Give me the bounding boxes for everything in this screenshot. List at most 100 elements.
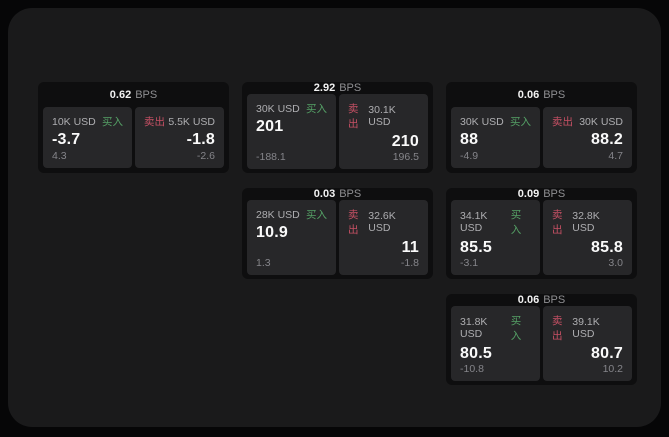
buy-sub-value: -4.9 bbox=[460, 150, 479, 162]
card-body: 10K USD 买入 -3.7 4.3 卖出 5.5K USD -1.8 -2.… bbox=[38, 107, 229, 173]
buy-price: -3.7 bbox=[52, 131, 81, 148]
buy-tile-top-row: 28K USD 买入 bbox=[256, 207, 327, 222]
sell-label: 卖出 bbox=[552, 116, 573, 128]
bps-unit: BPS bbox=[339, 82, 362, 94]
buy-label: 买入 bbox=[306, 209, 327, 221]
sell-tile-top-row: 卖出 30.1K USD bbox=[348, 101, 419, 131]
buy-amount: 28K USD bbox=[256, 208, 300, 221]
sell-price: 80.7 bbox=[591, 345, 623, 362]
bps-unit: BPS bbox=[543, 188, 566, 200]
quote-card-1: 0.62 BPS 10K USD 买入 -3.7 4.3 卖出 5.5K USD bbox=[38, 82, 229, 173]
sell-label: 卖出 bbox=[552, 209, 563, 236]
sell-sub-value: 3.0 bbox=[608, 257, 623, 269]
card-body: 34.1K USD 买入 85.5 -3.1 卖出 32.8K USD 85.8… bbox=[446, 200, 637, 280]
sell-label: 卖出 bbox=[348, 103, 359, 130]
buy-label: 买入 bbox=[510, 315, 522, 342]
buy-amount: 30K USD bbox=[256, 102, 300, 115]
buy-price: 10.9 bbox=[256, 224, 288, 241]
buy-amount: 10K USD bbox=[52, 115, 96, 128]
sell-amount: 32.8K USD bbox=[572, 210, 600, 234]
buy-tile[interactable]: 10K USD 买入 -3.7 4.3 bbox=[43, 107, 132, 168]
quote-card-4: 0.03 BPS 28K USD 买入 10.9 1.3 卖出 32.6K US… bbox=[242, 188, 433, 279]
sell-price: 210 bbox=[391, 133, 419, 150]
bps-value: 0.06 bbox=[517, 88, 540, 101]
buy-label: 买入 bbox=[306, 103, 327, 115]
sell-sub-value: -2.6 bbox=[196, 150, 215, 162]
sell-amount: 39.1K USD bbox=[572, 316, 600, 340]
quote-card-5: 0.09 BPS 34.1K USD 买入 85.5 -3.1 卖出 32.8K… bbox=[446, 188, 637, 279]
buy-sub-value: -10.8 bbox=[460, 363, 484, 375]
bps-value: 0.62 bbox=[109, 88, 132, 101]
sell-sub-value: 4.7 bbox=[608, 150, 623, 162]
app-panel: 0.62 BPS 10K USD 买入 -3.7 4.3 卖出 5.5K USD bbox=[8, 8, 661, 427]
buy-price: 80.5 bbox=[460, 345, 492, 362]
buy-label: 买入 bbox=[510, 116, 531, 128]
sell-tile-top-row: 卖出 5.5K USD bbox=[144, 114, 215, 129]
buy-amount: 34.1K USD bbox=[460, 210, 488, 234]
sell-label: 卖出 bbox=[348, 209, 359, 236]
quote-card-3: 0.06 BPS 30K USD 买入 88 -4.9 卖出 30K USD bbox=[446, 82, 637, 173]
buy-sub-value: 1.3 bbox=[256, 257, 271, 269]
sell-tile-top-row: 卖出 32.8K USD bbox=[552, 207, 623, 237]
sell-amount: 30K USD bbox=[579, 115, 623, 128]
buy-price: 88 bbox=[460, 131, 479, 148]
bps-value: 0.03 bbox=[313, 188, 336, 200]
sell-sub-value: 196.5 bbox=[392, 151, 419, 163]
bps-unit: BPS bbox=[543, 294, 566, 306]
sell-tile-top-row: 卖出 32.6K USD bbox=[348, 207, 419, 237]
buy-tile[interactable]: 30K USD 买入 201 -188.1 bbox=[247, 94, 336, 169]
bps-value: 0.06 bbox=[517, 294, 540, 306]
sell-sub-value: -1.8 bbox=[400, 257, 419, 269]
sell-amount: 30.1K USD bbox=[368, 104, 396, 128]
sell-tile[interactable]: 卖出 32.6K USD 11 -1.8 bbox=[339, 200, 428, 275]
bps-unit: BPS bbox=[339, 188, 362, 200]
sell-tile[interactable]: 卖出 30K USD 88.2 4.7 bbox=[543, 107, 632, 168]
sell-tile[interactable]: 卖出 32.8K USD 85.8 3.0 bbox=[543, 200, 632, 275]
buy-tile[interactable]: 30K USD 买入 88 -4.9 bbox=[451, 107, 540, 168]
sell-tile-top-row: 卖出 39.1K USD bbox=[552, 313, 623, 343]
bps-header: 2.92 BPS bbox=[242, 82, 433, 94]
buy-tile-top-row: 30K USD 买入 bbox=[256, 101, 327, 116]
card-body: 28K USD 买入 10.9 1.3 卖出 32.6K USD 11 -1.8 bbox=[242, 200, 433, 280]
buy-price: 201 bbox=[256, 118, 284, 135]
quote-card-2: 2.92 BPS 30K USD 买入 201 -188.1 卖出 30.1K … bbox=[242, 82, 433, 173]
buy-tile-top-row: 31.8K USD 买入 bbox=[460, 313, 531, 343]
sell-tile-top-row: 卖出 30K USD bbox=[552, 114, 623, 129]
quote-card-6: 0.06 BPS 31.8K USD 买入 80.5 -10.8 卖出 39.1… bbox=[446, 294, 637, 385]
buy-price: 85.5 bbox=[460, 239, 492, 256]
buy-sub-value: -3.1 bbox=[460, 257, 479, 269]
buy-tile[interactable]: 34.1K USD 买入 85.5 -3.1 bbox=[451, 200, 540, 275]
sell-price: 11 bbox=[401, 239, 419, 256]
buy-tile-top-row: 30K USD 买入 bbox=[460, 114, 531, 129]
card-body: 30K USD 买入 88 -4.9 卖出 30K USD 88.2 4.7 bbox=[446, 107, 637, 173]
card-body: 31.8K USD 买入 80.5 -10.8 卖出 39.1K USD 80.… bbox=[446, 306, 637, 386]
bps-header: 0.62 BPS bbox=[38, 82, 229, 107]
bps-header: 0.06 BPS bbox=[446, 82, 637, 107]
sell-tile[interactable]: 卖出 30.1K USD 210 196.5 bbox=[339, 94, 428, 169]
sell-label: 卖出 bbox=[552, 315, 563, 342]
buy-sub-value: -188.1 bbox=[256, 151, 286, 163]
bps-unit: BPS bbox=[543, 88, 566, 101]
sell-price: -1.8 bbox=[186, 131, 215, 148]
sell-price: 88.2 bbox=[591, 131, 623, 148]
buy-label: 买入 bbox=[102, 116, 123, 128]
sell-price: 85.8 bbox=[591, 239, 623, 256]
bps-unit: BPS bbox=[135, 88, 158, 101]
buy-amount: 31.8K USD bbox=[460, 316, 488, 340]
sell-sub-value: 10.2 bbox=[602, 363, 623, 375]
bps-value: 0.09 bbox=[517, 188, 540, 200]
card-body: 30K USD 买入 201 -188.1 卖出 30.1K USD 210 1… bbox=[242, 94, 433, 174]
buy-tile[interactable]: 31.8K USD 买入 80.5 -10.8 bbox=[451, 306, 540, 381]
bps-value: 2.92 bbox=[313, 82, 336, 94]
quote-cards-grid: 0.62 BPS 10K USD 买入 -3.7 4.3 卖出 5.5K USD bbox=[38, 82, 637, 385]
bps-header: 0.06 BPS bbox=[446, 294, 637, 306]
bps-header: 0.03 BPS bbox=[242, 188, 433, 200]
buy-amount: 30K USD bbox=[460, 115, 504, 128]
sell-tile[interactable]: 卖出 5.5K USD -1.8 -2.6 bbox=[135, 107, 224, 168]
buy-label: 买入 bbox=[510, 209, 522, 236]
sell-amount: 32.6K USD bbox=[368, 210, 396, 234]
buy-tile[interactable]: 28K USD 买入 10.9 1.3 bbox=[247, 200, 336, 275]
sell-tile[interactable]: 卖出 39.1K USD 80.7 10.2 bbox=[543, 306, 632, 381]
sell-label: 卖出 bbox=[144, 116, 165, 128]
bps-header: 0.09 BPS bbox=[446, 188, 637, 200]
